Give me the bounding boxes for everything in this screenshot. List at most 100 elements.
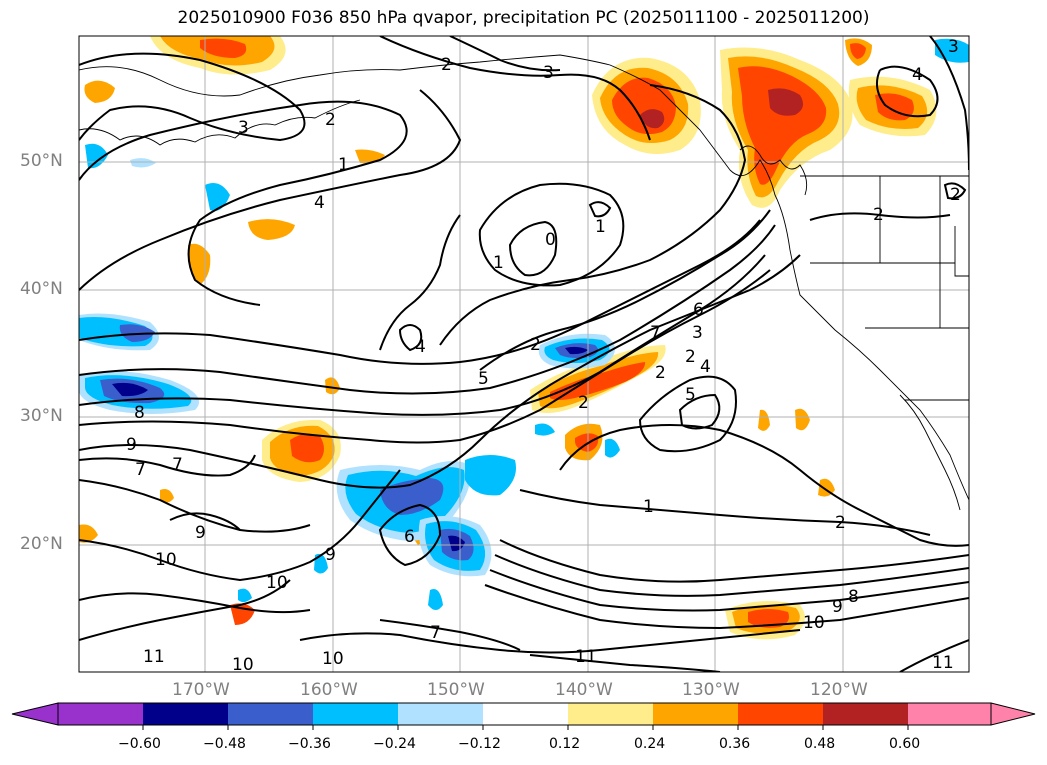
contour-10-bottom — [299, 629, 801, 654]
colorbar-tick-label: −0.48 — [203, 736, 246, 752]
contour-south-1 — [499, 539, 969, 583]
contour-2-northland — [809, 212, 951, 221]
lat-label: 50°N — [20, 151, 63, 171]
contour-label: 11 — [575, 647, 597, 667]
lon-label: 120°W — [810, 680, 868, 700]
colorbar-segment — [143, 703, 228, 725]
precip-patch-top-left-r — [200, 38, 247, 58]
colorbar-segment — [483, 703, 568, 725]
contour-8-band — [79, 269, 771, 444]
colorbar-tick-label: 0.48 — [804, 736, 836, 752]
colorbar-tick-label: −0.60 — [118, 736, 161, 752]
colorbar-tick-label: −0.12 — [458, 736, 501, 752]
colorbar-segment — [823, 703, 908, 725]
contour-label: 7 — [135, 460, 146, 480]
contour-2-mid — [479, 209, 771, 371]
contour-label: 1 — [338, 155, 349, 175]
contour-label: 9 — [832, 597, 843, 617]
coastline-aleutians — [79, 99, 361, 146]
precip-patch-neg-scatter6 — [238, 588, 252, 603]
colorbar-segment — [568, 703, 653, 725]
contour-label: 10 — [803, 613, 825, 633]
contour-label: 4 — [912, 65, 923, 85]
contour-6-band — [79, 224, 776, 395]
contour-label: 2 — [578, 393, 589, 413]
contour-1-east — [559, 424, 969, 547]
lon-label: 140°W — [555, 680, 613, 700]
contour-4-nw — [79, 89, 462, 291]
contour-south-4 — [484, 584, 969, 630]
colorbar-segment — [313, 703, 398, 725]
contour-2-ne-small — [943, 182, 967, 200]
contour-11-sw — [79, 592, 311, 614]
precip-patch-neg-scatter3 — [605, 438, 620, 458]
contour-label: 4 — [314, 193, 325, 213]
contour-label: 2 — [655, 363, 666, 383]
contour-11-bottom — [529, 654, 721, 672]
contour-label: 2 — [835, 513, 846, 533]
contour-1-small — [588, 201, 612, 218]
colorbar-tick-label: −0.36 — [288, 736, 331, 752]
contour-label-group: 2 3 4 3 2 1 0 1 4 2 5 6 7 2 3 5 2 4 2 1 … — [126, 37, 961, 673]
precip-patch-top-left-2 — [84, 80, 115, 103]
precip-patch-sw-small — [79, 524, 98, 543]
border-state-v2 — [954, 226, 969, 277]
precip-patch-neg-scatter5 — [130, 158, 156, 168]
map-title: 2025010900 F036 850 hPa qvapor, precipit… — [177, 8, 870, 28]
precip-patch-neg-22n — [465, 455, 516, 496]
colorbar-tick-label: 0.12 — [549, 736, 581, 752]
contour-9-band — [79, 254, 801, 489]
contour-3-nw — [79, 52, 306, 142]
contour-label: 9 — [126, 435, 137, 455]
contour-label: 1 — [595, 217, 606, 237]
precip-patch-neg-scatter2 — [428, 589, 443, 610]
contour-5-band — [79, 219, 761, 365]
contour-label: 9 — [325, 545, 336, 565]
precip-patch-30n-150w-r — [290, 433, 324, 463]
contour-2-top — [449, 36, 561, 72]
contour-label: 0 — [545, 230, 556, 250]
contour-label: 6 — [404, 527, 415, 547]
contour-label: 3 — [238, 118, 249, 138]
colorbar-segment — [398, 703, 483, 725]
contour-7-south — [379, 619, 521, 651]
colorbar-segment — [653, 703, 738, 725]
contour-label: 11 — [932, 653, 954, 673]
precip-patch-neg-scatter4 — [535, 423, 555, 436]
coastline-canada — [739, 145, 808, 196]
precip-patch-neg-nw2 — [205, 182, 230, 211]
precip-patch-gulf-alaska-max — [640, 109, 665, 129]
contour-label: 2 — [685, 347, 696, 367]
contour-0-center — [508, 220, 558, 277]
contour-label: 4 — [415, 337, 426, 357]
precip-patch-neg-scatter1 — [314, 553, 328, 574]
precip-patch-south-east-r — [748, 609, 789, 628]
qvapor-contours — [79, 36, 969, 672]
plot-border — [78, 35, 970, 673]
contour-label: 7 — [650, 323, 661, 343]
coastline-baja — [899, 394, 961, 511]
contour-label: 2 — [873, 205, 884, 225]
lon-label: 130°W — [682, 680, 740, 700]
contour-label: 2 — [950, 185, 961, 205]
contour-label: 3 — [948, 37, 959, 57]
coastlines — [79, 54, 969, 511]
contour-south-3 — [489, 569, 969, 612]
contour-1-center — [478, 182, 625, 287]
contour-label: 2 — [325, 110, 336, 130]
lon-label: 160°W — [300, 680, 358, 700]
contour-6-hawaii — [378, 503, 442, 567]
precip-patch-neg-west-2d — [112, 382, 148, 397]
contour-4-mid — [398, 324, 423, 352]
contour-label: 3 — [692, 323, 703, 343]
precip-patch-neg-35n-4 — [565, 346, 588, 355]
coastline-alaska — [79, 54, 969, 501]
precip-patch-bc-coast-max — [768, 88, 804, 116]
precip-patch-ne-small-r — [850, 43, 866, 59]
contour-2-right-inner — [638, 375, 737, 453]
colorbar-segment — [228, 703, 313, 725]
contour-label: 8 — [134, 403, 145, 423]
contour-11-east — [899, 639, 969, 672]
precip-patch-scatter6 — [160, 489, 174, 503]
